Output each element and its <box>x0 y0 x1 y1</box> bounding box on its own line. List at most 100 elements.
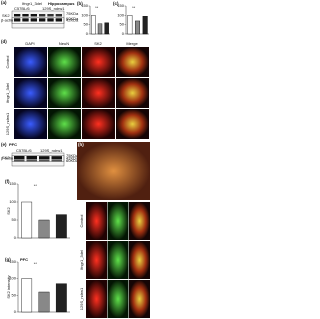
row-label: 129S_ndrw1 <box>79 287 84 310</box>
band <box>22 18 29 20</box>
micrograph <box>86 241 107 279</box>
micrograph <box>86 280 107 318</box>
label: 42KDa <box>66 18 79 23</box>
bar <box>142 16 148 35</box>
label: C57BL/6 <box>16 148 32 153</box>
band <box>39 160 50 162</box>
label: PFC <box>20 257 28 262</box>
bar <box>127 15 133 35</box>
y-tick-label: 50 <box>12 217 17 222</box>
y-tick-label: 0 <box>14 309 17 314</box>
bar <box>38 291 50 313</box>
band <box>14 19 21 22</box>
band <box>14 157 25 160</box>
band <box>14 14 21 17</box>
band <box>26 157 37 160</box>
y-tick-label: 0 <box>14 235 17 240</box>
label: 129S_ndrw1 <box>42 6 65 11</box>
y-tick-label: 50 <box>84 22 89 27</box>
band <box>39 18 46 20</box>
band <box>51 160 62 162</box>
band <box>30 19 37 22</box>
micrograph <box>107 280 129 318</box>
label: SK2 <box>2 13 10 18</box>
label: β-actin <box>1 156 13 161</box>
channel-header: SK2 <box>94 41 102 46</box>
bar <box>38 219 50 239</box>
channel-header: NeuN <box>59 41 69 46</box>
band <box>47 18 54 20</box>
label: 75KDa <box>66 153 79 158</box>
band <box>55 18 62 20</box>
micrograph <box>82 78 115 108</box>
row-label: Control <box>5 55 10 68</box>
bar <box>91 15 96 35</box>
significance: ** <box>34 261 38 266</box>
row-label: Ifngr1_3del <box>5 83 10 103</box>
y-tick-label: 50 <box>120 22 125 27</box>
row-label: Control <box>79 214 84 227</box>
label: Ifngr1_3del <box>22 1 42 6</box>
label: 42KDa <box>66 156 79 161</box>
y-tick-label: 150 <box>9 181 16 186</box>
significance: ** <box>95 5 99 10</box>
band <box>22 14 29 17</box>
band <box>51 157 62 160</box>
label: Hippocampus <box>48 1 75 6</box>
label: PFC <box>9 142 17 147</box>
row-label: Ifngr1_3del <box>79 250 84 270</box>
bar <box>134 20 140 35</box>
y-tick-label: 100 <box>9 199 16 204</box>
label: (h) <box>78 142 84 147</box>
micrograph <box>116 78 149 108</box>
band <box>30 14 37 17</box>
label: 129S_ndrw1 <box>40 148 63 153</box>
label: 60KDa <box>66 158 79 163</box>
micrograph <box>116 109 149 139</box>
micrograph <box>14 47 47 77</box>
channel-header: DAPI <box>25 41 34 46</box>
y-tick-label: 100 <box>81 12 88 17</box>
label: (d) <box>1 39 7 44</box>
micrograph <box>107 241 129 279</box>
band <box>30 18 37 20</box>
micrograph <box>129 241 150 279</box>
label: (e) <box>1 142 7 147</box>
y-axis-label: SK2 intensity <box>6 275 11 298</box>
band <box>55 14 62 17</box>
micrograph <box>48 47 81 77</box>
blot-frame <box>11 17 65 24</box>
micrograph <box>48 109 81 139</box>
micrograph <box>82 47 115 77</box>
label: SK2 <box>2 155 10 160</box>
y-axis-label: SK2 <box>6 206 11 214</box>
label: 75KDa <box>66 11 79 16</box>
blot-frame <box>11 155 65 162</box>
band <box>55 19 62 22</box>
micrograph <box>107 202 129 240</box>
bar <box>21 201 33 239</box>
micrograph <box>48 78 81 108</box>
band <box>14 160 25 162</box>
bar <box>21 278 33 313</box>
y-tick-label: 150 <box>9 259 16 264</box>
y-tick-label: 100 <box>9 276 16 281</box>
y-tick-label: 100 <box>117 12 124 17</box>
row-label: 129S_ndrw1 <box>5 112 10 135</box>
band <box>22 19 29 22</box>
micrograph <box>116 47 149 77</box>
channel-header: Merge <box>126 41 138 46</box>
label: (b) <box>77 1 83 6</box>
y-tick-label: 150 <box>117 3 124 8</box>
bar <box>97 23 103 35</box>
band <box>47 19 54 22</box>
bar <box>55 283 67 313</box>
label: 60KDa <box>66 16 79 21</box>
significance: ** <box>132 5 136 10</box>
label: (f) <box>5 179 10 184</box>
micrograph <box>14 109 47 139</box>
micrograph <box>77 142 150 200</box>
y-tick-label: 150 <box>81 3 88 8</box>
bar <box>55 214 67 239</box>
